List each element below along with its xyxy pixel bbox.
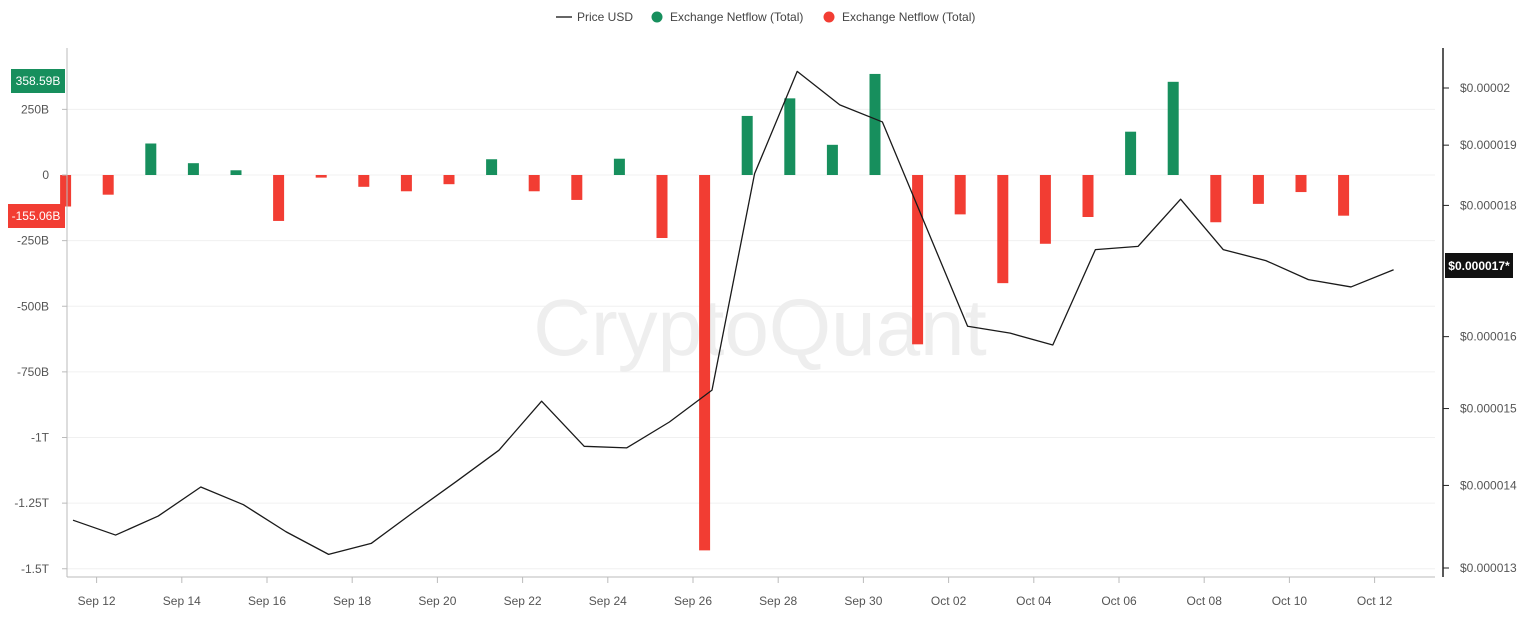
positive-value-text: 358.59B bbox=[16, 74, 61, 88]
x-tick-label: Sep 22 bbox=[504, 594, 542, 608]
netflow-bar-negative bbox=[1295, 175, 1307, 193]
right-tick-label: $0.000016 bbox=[1460, 330, 1517, 344]
netflow-bar-negative bbox=[528, 175, 540, 192]
x-tick-label: Sep 14 bbox=[163, 594, 201, 608]
right-tick-label: $0.000018 bbox=[1460, 198, 1517, 212]
x-tick-label: Oct 12 bbox=[1357, 594, 1393, 608]
negative-value-badge: -155.06B bbox=[8, 204, 65, 228]
legend[interactable]: Price USD Exchange Netflow (Total) Excha… bbox=[556, 10, 975, 24]
positive-value-badge: 358.59B bbox=[11, 69, 65, 93]
x-tick-label: Sep 28 bbox=[759, 594, 797, 608]
left-tick-label: -1.5T bbox=[21, 562, 50, 576]
x-tick-label: Sep 20 bbox=[418, 594, 456, 608]
legend-inflow-swatch bbox=[651, 11, 663, 23]
x-tick-label: Sep 18 bbox=[333, 594, 371, 608]
left-tick-label: -1.25T bbox=[14, 496, 49, 510]
legend-outflow-swatch bbox=[823, 11, 835, 23]
x-tick-label: Oct 10 bbox=[1272, 594, 1308, 608]
left-tick-label: -250B bbox=[17, 234, 49, 248]
netflow-bar-positive bbox=[230, 170, 242, 175]
netflow-bar-positive bbox=[1167, 81, 1179, 175]
left-tick-label: 0 bbox=[42, 168, 49, 182]
netflow-bar-positive bbox=[741, 115, 753, 175]
legend-price-label[interactable]: Price USD bbox=[577, 10, 633, 24]
x-tick-label: Sep 30 bbox=[844, 594, 882, 608]
x-tick-label: Oct 04 bbox=[1016, 594, 1052, 608]
right-tick-label: $0.000013 bbox=[1460, 561, 1517, 575]
legend-inflow-label[interactable]: Exchange Netflow (Total) bbox=[670, 10, 803, 24]
netflow-bar-negative bbox=[315, 175, 327, 178]
netflow-bar-negative bbox=[443, 175, 455, 185]
left-tick-label: -1T bbox=[31, 431, 50, 445]
netflow-bar-positive bbox=[187, 163, 199, 175]
netflow-bar-negative bbox=[1338, 175, 1350, 216]
netflow-bar-positive bbox=[145, 143, 157, 175]
netflow-bar-negative bbox=[1210, 175, 1222, 223]
watermark: CryptoQuant bbox=[533, 283, 987, 372]
x-tick-label: Oct 08 bbox=[1187, 594, 1223, 608]
netflow-bar-negative bbox=[273, 175, 285, 221]
netflow-bar-negative bbox=[1252, 175, 1264, 204]
netflow-bar-positive bbox=[826, 144, 838, 175]
netflow-bar-positive bbox=[869, 73, 881, 175]
price-line-layer bbox=[72, 70, 1394, 556]
x-tick-label: Sep 12 bbox=[78, 594, 116, 608]
axes-layer: 250B 0 -250B -500B -750B -1T -1.25T -1.5T $0.000… bbox=[14, 48, 1517, 608]
netflow-bar-positive bbox=[784, 98, 796, 175]
price-value-badge: $0.000017* bbox=[1445, 253, 1513, 278]
netflow-bar-negative bbox=[400, 175, 412, 192]
netflow-bar-positive bbox=[613, 158, 625, 175]
x-tick-label: Sep 16 bbox=[248, 594, 286, 608]
right-tick-label: $0.000019 bbox=[1460, 138, 1517, 152]
right-tick-label: $0.000014 bbox=[1460, 478, 1517, 492]
netflow-bar-negative bbox=[997, 175, 1009, 284]
netflow-bar-positive bbox=[1125, 131, 1137, 175]
x-tick-label: Sep 26 bbox=[674, 594, 712, 608]
netflow-bar-negative bbox=[571, 175, 583, 200]
negative-value-text: -155.06B bbox=[12, 209, 61, 223]
price-usd-line bbox=[72, 70, 1394, 556]
x-tick-label: Oct 06 bbox=[1101, 594, 1137, 608]
right-tick-label: $0.00002 bbox=[1460, 81, 1510, 95]
x-tick-label: Oct 02 bbox=[931, 594, 967, 608]
right-tick-label: $0.000015 bbox=[1460, 402, 1517, 416]
netflow-bar-negative bbox=[1082, 175, 1094, 217]
netflow-bar-negative bbox=[358, 175, 370, 187]
bars-layer bbox=[60, 73, 1350, 551]
netflow-bar-negative bbox=[954, 175, 966, 215]
left-tick-label: -750B bbox=[17, 365, 49, 379]
left-tick-label: 250B bbox=[21, 102, 49, 116]
netflow-bar-negative bbox=[656, 175, 668, 238]
legend-outflow-label[interactable]: Exchange Netflow (Total) bbox=[842, 10, 975, 24]
price-value-text: $0.000017* bbox=[1448, 259, 1510, 273]
netflow-bar-positive bbox=[486, 159, 498, 175]
netflow-bar-negative bbox=[102, 175, 114, 195]
left-tick-label: -500B bbox=[17, 299, 49, 313]
netflow-bar-negative bbox=[60, 175, 72, 207]
netflow-bar-negative bbox=[1039, 175, 1051, 244]
netflow-bar-negative bbox=[699, 175, 711, 551]
grid-layer bbox=[67, 108, 1435, 570]
x-tick-label: Sep 24 bbox=[589, 594, 627, 608]
netflow-bar-negative bbox=[912, 175, 924, 345]
